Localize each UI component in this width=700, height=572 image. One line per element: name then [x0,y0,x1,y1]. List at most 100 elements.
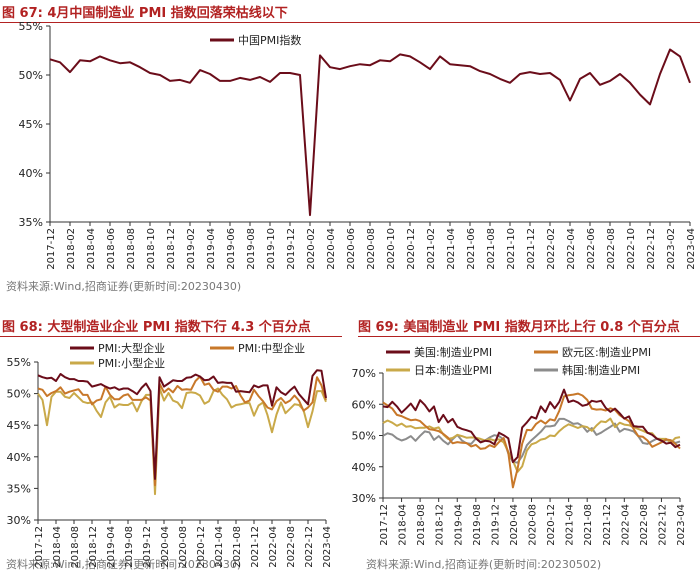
x-tick-label: 2021-04 [446,228,457,270]
x-tick-label: 2023-02 [666,228,677,270]
y-tick-label: 35% [7,482,31,495]
x-tick-label: 2022-12 [657,504,668,546]
x-tick-label: 2023-04 [686,228,697,270]
x-tick-label: 2020-04 [326,228,337,270]
y-tick-label: 40% [19,167,43,180]
x-tick-label: 2020-06 [346,228,357,270]
y-tick-label: 35% [19,216,43,229]
legend-label: 韩国:制造业PMI [562,363,640,377]
x-tick-label: 2023-04 [676,504,687,546]
x-tick-label: 2019-08 [246,228,257,270]
y-tick-label: 50% [352,430,376,443]
x-tick-label: 2022-10 [626,228,637,270]
x-tick-label: 2019-04 [106,526,117,568]
legend-label: 中国PMI指数 [238,33,301,47]
x-tick-label: 2020-08 [528,504,539,546]
x-tick-label: 2022-04 [620,504,631,546]
x-tick-label: 2020-04 [509,504,520,546]
y-tick-label: 70% [352,367,376,380]
fig69-title-rule [358,336,700,337]
x-tick-label: 2019-02 [186,228,197,270]
legend-label: 欧元区:制造业PMI [562,345,651,359]
series-line-3 [37,386,327,496]
x-tick-label: 2022-12 [304,526,315,568]
x-tick-label: 2021-08 [583,504,594,546]
y-tick-label: 45% [19,118,43,131]
x-tick-label: 2021-12 [602,504,613,546]
y-tick-label: 50% [19,69,43,82]
y-tick-label: 55% [7,356,31,369]
x-tick-label: 2018-08 [70,526,81,568]
series-line-2 [37,375,327,487]
x-tick-label: 2021-02 [426,228,437,270]
x-tick-label: 2019-12 [142,526,153,568]
x-tick-label: 2018-04 [86,228,97,270]
series-line-3 [382,417,681,473]
x-tick-label: 2020-08 [178,526,189,568]
x-tick-label: 2018-04 [52,526,63,568]
x-tick-label: 2017-12 [46,228,57,270]
series-line-2 [382,392,681,489]
y-tick-label: 50% [7,388,31,401]
x-tick-label: 2023-04 [322,526,333,568]
fig67-title: 图 67: 4月中国制造业 PMI 指数回落荣枯线以下 [2,6,288,21]
x-tick-label: 2018-12 [88,526,99,568]
x-tick-label: 2018-04 [398,504,409,546]
y-tick-label: 40% [352,461,376,474]
x-tick-label: 2017-12 [379,504,390,546]
fig67-source: 资料来源:Wind,招商证券(更新时间:20230430) [6,280,242,293]
x-tick-label: 2019-12 [490,504,501,546]
y-tick-label: 40% [7,451,31,464]
legend-label: PMI:小型企业 [98,356,165,370]
series-line-1 [37,369,327,480]
x-tick-label: 2021-04 [214,526,225,568]
fig68-title-rule [0,336,342,337]
x-tick-label: 2019-12 [286,228,297,270]
x-tick-label: 2021-08 [232,526,243,568]
legend-label: 美国:制造业PMI [414,345,492,359]
x-tick-label: 2019-04 [453,504,464,546]
legend-label: 日本:制造业PMI [414,363,492,377]
x-tick-label: 2022-04 [268,526,279,568]
legend-label: PMI:大型企业 [98,341,165,355]
x-tick-label: 2020-12 [546,504,557,546]
x-tick-label: 2018-02 [66,228,77,270]
series-line-1 [382,388,681,464]
fig69-source: 资料来源:Wind,招商证券(更新时间:20230502) [366,558,602,571]
x-tick-label: 2019-08 [472,504,483,546]
x-tick-label: 2022-04 [566,228,577,270]
x-tick-label: 2022-06 [586,228,597,270]
x-tick-label: 2022-08 [606,228,617,270]
legend-label: PMI:中型企业 [238,341,305,355]
x-tick-label: 2020-04 [160,526,171,568]
series-line-1 [49,48,691,217]
x-tick-label: 2018-10 [146,228,157,270]
x-tick-label: 2018-06 [106,228,117,270]
x-tick-label: 2019-04 [206,228,217,270]
x-tick-label: 2022-12 [646,228,657,270]
x-tick-label: 2020-10 [386,228,397,270]
y-tick-label: 60% [352,398,376,411]
x-tick-label: 2022-02 [546,228,557,270]
x-tick-label: 2018-12 [435,504,446,546]
x-tick-label: 2020-12 [196,526,207,568]
x-tick-label: 2022-08 [286,526,297,568]
series-line-4 [382,417,681,464]
fig67-title-rule [0,22,700,23]
x-tick-label: 2020-08 [366,228,377,270]
x-tick-label: 2021-04 [565,504,576,546]
y-tick-label: 45% [7,419,31,432]
x-tick-label: 2020-02 [306,228,317,270]
y-tick-label: 30% [352,492,376,505]
x-tick-label: 2021-10 [506,228,517,270]
x-tick-label: 2021-12 [250,526,261,568]
x-tick-label: 2018-08 [126,228,137,270]
x-tick-label: 2018-12 [166,228,177,270]
fig68-title: 图 68: 大型制造业企业 PMI 指数下行 4.3 个百分点 [2,320,311,335]
y-tick-label: 30% [7,514,31,527]
x-tick-label: 2020-12 [406,228,417,270]
x-tick-label: 2021-06 [466,228,477,270]
x-tick-label: 2019-10 [266,228,277,270]
